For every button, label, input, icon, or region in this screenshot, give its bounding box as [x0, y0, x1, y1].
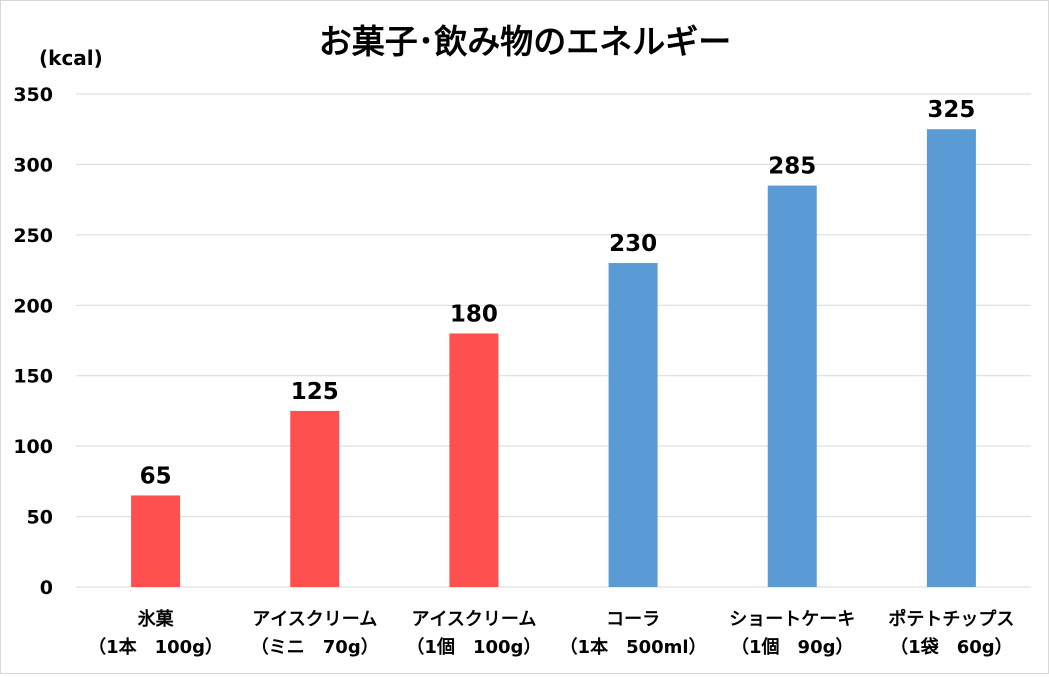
- y-tick-label: 0: [40, 577, 53, 599]
- x-tick-label: 氷菓: [138, 608, 175, 630]
- y-axis-ticks: 0 50 100 150 200 250 300 350: [13, 84, 53, 599]
- bar: [767, 185, 817, 588]
- bars: [131, 129, 976, 588]
- gridlines: [76, 93, 1031, 588]
- data-label: 285: [768, 154, 816, 180]
- x-tick-sublabel: （1本 100g）: [88, 636, 223, 658]
- y-tick-label: 200: [13, 295, 53, 317]
- y-tick-label: 250: [13, 225, 53, 247]
- bar: [290, 410, 340, 587]
- data-label: 230: [609, 231, 657, 257]
- y-tick-label: 50: [27, 507, 53, 529]
- data-label: 125: [291, 379, 339, 405]
- bar: [608, 263, 658, 587]
- bar: [449, 333, 499, 587]
- y-tick-label: 100: [13, 436, 53, 458]
- x-tick-label: ポテトチップス: [888, 608, 1014, 630]
- x-tick-label: コーラ: [606, 609, 660, 630]
- bar: [131, 495, 181, 587]
- x-tick-label: アイスクリーム: [252, 609, 377, 630]
- bar: [926, 129, 976, 587]
- y-axis-unit-label: (kcal): [39, 46, 103, 70]
- data-label: 65: [140, 463, 172, 489]
- x-tick-sublabel: （1本 500ml）: [560, 636, 707, 658]
- chart-title: お菓子･飲み物のエネルギー: [319, 22, 732, 61]
- x-tick-sublabel: （1袋 60g）: [890, 636, 1012, 658]
- x-tick-sublabel: （1個 90g）: [731, 637, 853, 658]
- data-labels: 65 125 180 230 285 325: [140, 97, 976, 489]
- data-label: 325: [927, 97, 975, 123]
- x-axis-ticks: 氷菓 （1本 100g） アイスクリーム （ミニ 70g） アイスクリーム （1個 100…: [88, 608, 1014, 658]
- data-label: 180: [450, 301, 498, 327]
- y-tick-label: 150: [13, 366, 53, 388]
- y-tick-label: 350: [13, 84, 53, 106]
- y-tick-label: 300: [13, 154, 53, 176]
- x-tick-sublabel: （ミニ 70g）: [251, 637, 379, 658]
- x-tick-sublabel: （1個 100g）: [406, 637, 541, 658]
- x-tick-label: ショートケーキ: [729, 609, 855, 630]
- x-tick-label: アイスクリーム: [411, 609, 536, 630]
